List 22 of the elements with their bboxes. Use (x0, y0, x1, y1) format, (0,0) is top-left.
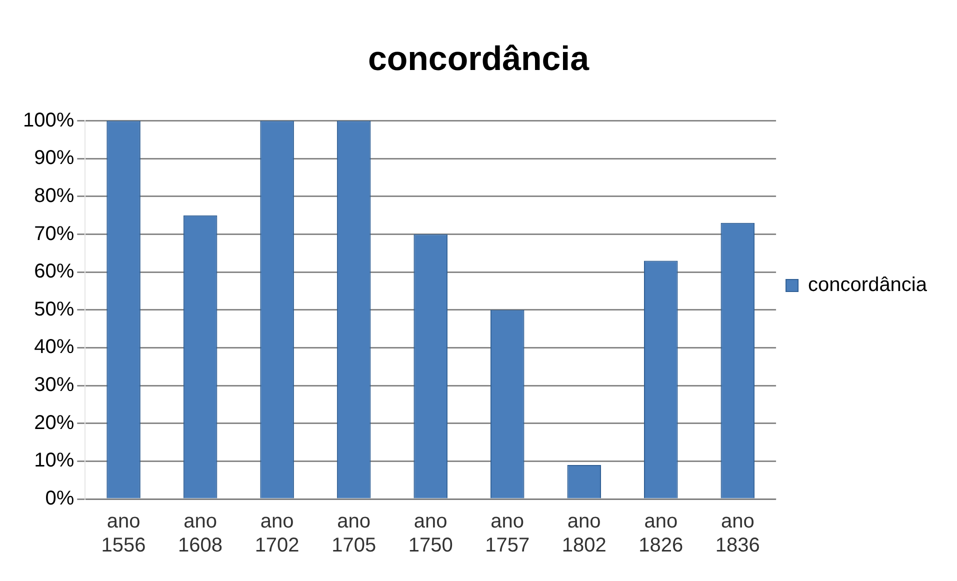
x-tick-label: ano 1757 (485, 510, 530, 557)
x-tick-label: ano 1750 (408, 510, 453, 557)
x-tick-label: ano 1702 (254, 510, 300, 557)
x-tick-label: ano 1608 (178, 510, 223, 557)
y-tick-label: 70% (34, 222, 74, 245)
x-tick-label: ano 1556 (101, 510, 146, 557)
chart-title: concordância (368, 40, 590, 78)
x-tick-label: ano 1836 (715, 510, 760, 557)
x-tick-label: ano 1826 (638, 510, 684, 557)
y-tick-label: 10% (34, 450, 74, 472)
y-tick-label: 100% (22, 109, 74, 132)
y-tick-label: 0% (45, 488, 74, 510)
y-tick-label: 40% (34, 336, 74, 358)
y-tick-label: 60% (34, 260, 74, 283)
y-tick-label: 80% (34, 184, 74, 207)
y-tick-label: 30% (34, 374, 74, 396)
y-tick-label: 50% (34, 298, 74, 320)
x-tick-label: ano 1705 (332, 510, 376, 557)
legend-label: concordância (808, 274, 928, 296)
y-tick-label: 20% (34, 412, 74, 434)
y-tick-label: 90% (34, 147, 74, 170)
x-tick-label: ano 1802 (562, 510, 606, 557)
